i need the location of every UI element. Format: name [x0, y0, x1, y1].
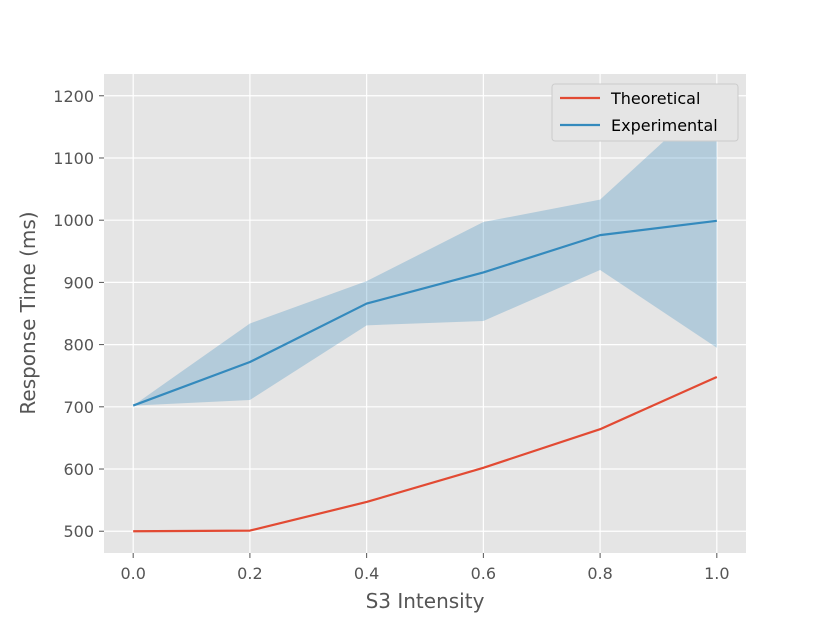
y-tick-label: 500	[63, 522, 94, 541]
y-tick-label: 900	[63, 273, 94, 292]
x-tick-label: 0.0	[120, 564, 145, 583]
grid-layer	[104, 74, 746, 553]
x-tick-label: 0.6	[471, 564, 496, 583]
plot-background	[104, 74, 746, 553]
legend: Theoretical Experimental	[551, 83, 739, 142]
tick-layer	[99, 95, 718, 558]
x-axis-title: S3 Intensity	[366, 589, 485, 613]
y-tick-label: 600	[63, 460, 94, 479]
confidence-band-experimental	[133, 92, 717, 406]
band-layer	[133, 92, 717, 406]
y-tick-label: 1000	[53, 211, 94, 230]
y-axis-title: Response Time (ms)	[16, 211, 40, 414]
legend-label-theoretical: Theoretical	[610, 89, 700, 108]
y-tick-label: 700	[63, 398, 94, 417]
x-tick-label: 0.4	[354, 564, 379, 583]
line-layer	[132, 219, 718, 533]
y-tick-label: 1100	[53, 149, 94, 168]
legend-label-experimental: Experimental	[611, 116, 718, 135]
series-line-theoretical	[133, 375, 718, 533]
x-tick-label: 0.8	[587, 564, 612, 583]
label-layer: 0.0 0.2 0.4 0.6 0.8 1.0 500 600 700 800 900 1000 110…	[53, 87, 729, 583]
y-tick-label: 1200	[53, 87, 94, 106]
x-tick-label: 0.2	[237, 564, 262, 583]
x-tick-label: 1.0	[704, 564, 729, 583]
y-tick-label: 800	[63, 336, 94, 355]
series-line-experimental	[132, 219, 717, 407]
